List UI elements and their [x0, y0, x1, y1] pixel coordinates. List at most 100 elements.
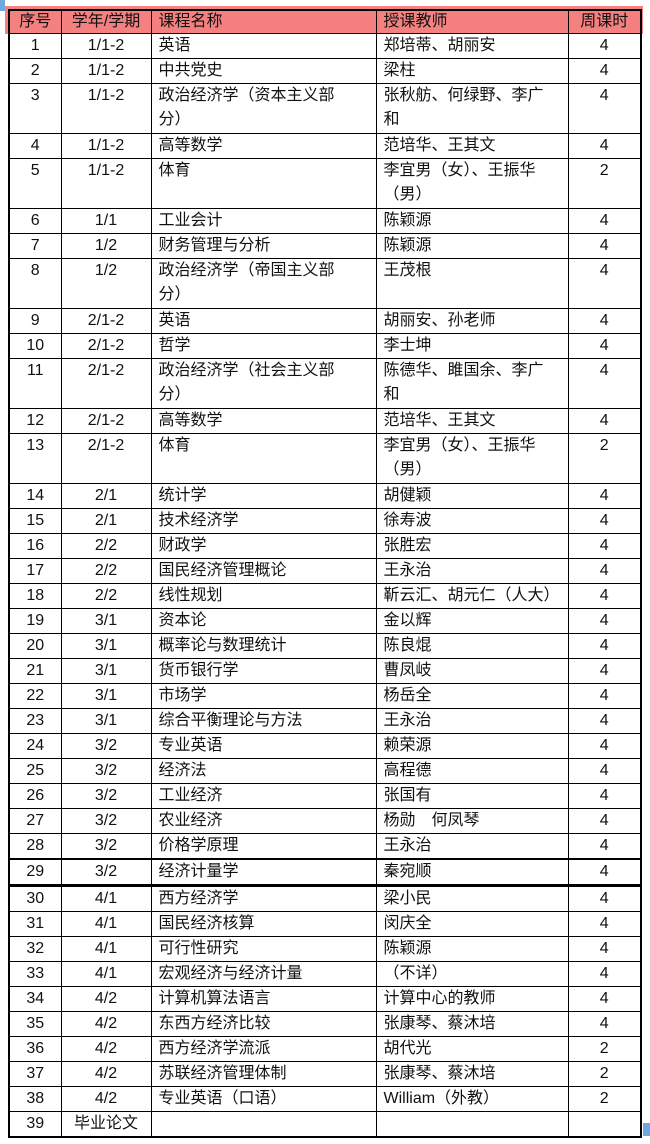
cell-term: 4/2 — [60, 1011, 152, 1037]
cell-teacher: 张康琴、蔡沐培 — [375, 1061, 569, 1087]
cell-teacher: 赖荣源 — [375, 733, 569, 759]
table-row: 16 2/2 财政学 张胜宏 4 — [8, 533, 642, 559]
table-row: 38 4/2 专业英语（口语） William（外教） 2 — [8, 1086, 642, 1112]
cell-course: 货币银行学 — [150, 658, 377, 684]
cell-hours: 4 — [567, 858, 642, 887]
table-row: 26 3/2 工业经济 张国有 4 — [8, 783, 642, 809]
cell-seq: 25 — [8, 758, 62, 784]
cell-teacher: 秦宛顺 — [375, 858, 569, 887]
cell-teacher: 胡健颖 — [375, 483, 569, 509]
selection-handle-top-left[interactable] — [0, 0, 5, 11]
cell-hours: 4 — [567, 583, 642, 609]
cell-term: 4/1 — [60, 936, 152, 962]
cell-teacher: （不详） — [375, 961, 569, 987]
cell-term: 3/1 — [60, 608, 152, 634]
cell-term: 3/2 — [60, 833, 152, 860]
cell-teacher: 梁柱 — [375, 58, 569, 84]
cell-term: 1/1-2 — [60, 158, 152, 209]
cell-term: 4/1 — [60, 961, 152, 987]
cell-course: 经济计量学 — [150, 858, 377, 887]
cell-teacher: 靳云汇、胡元仁（人大） — [375, 583, 569, 609]
cell-hours: 4 — [567, 508, 642, 534]
cell-term: 4/2 — [60, 1086, 152, 1112]
table-row: 29 3/2 经济计量学 秦宛顺 4 — [8, 858, 642, 887]
table-row: 19 3/1 资本论 金以辉 4 — [8, 608, 642, 634]
cell-course: 概率论与数理统计 — [150, 633, 377, 659]
cell-seq: 4 — [8, 133, 62, 159]
cell-seq: 18 — [8, 583, 62, 609]
cell-teacher: 计算中心的教师 — [375, 986, 569, 1012]
cell-course: 西方经济学流派 — [150, 1036, 377, 1062]
cell-teacher: 陈颖源 — [375, 936, 569, 962]
cell-seq: 9 — [8, 308, 62, 334]
table-row: 34 4/2 计算机算法语言 计算中心的教师 4 — [8, 986, 642, 1012]
cell-term: 1/2 — [60, 233, 152, 259]
cell-hours: 4 — [567, 33, 642, 59]
cell-seq: 36 — [8, 1036, 62, 1062]
column-header-seq: 序号 — [8, 9, 62, 34]
cell-term: 2/1 — [60, 483, 152, 509]
cell-term: 毕业论文 — [60, 1111, 152, 1138]
cell-teacher: 李宜男（女）、王振华 （男） — [375, 433, 569, 484]
cell-seq: 3 — [8, 83, 62, 134]
table-row: 15 2/1 技术经济学 徐寿波 4 — [8, 508, 642, 534]
cell-course: 宏观经济与经济计量 — [150, 961, 377, 987]
cell-term: 3/2 — [60, 758, 152, 784]
cell-course: 市场学 — [150, 683, 377, 709]
cell-hours: 4 — [567, 1011, 642, 1037]
cell-course: 西方经济学 — [150, 885, 377, 912]
cell-seq: 16 — [8, 533, 62, 559]
cell-seq: 21 — [8, 658, 62, 684]
cell-teacher: 陈颖源 — [375, 208, 569, 234]
cell-course: 经济法 — [150, 758, 377, 784]
cell-seq: 23 — [8, 708, 62, 734]
cell-teacher: 张秋舫、何绿野、李广 和 — [375, 83, 569, 134]
cell-term: 1/1 — [60, 208, 152, 234]
cell-hours: 4 — [567, 258, 642, 309]
cell-course: 专业英语 — [150, 733, 377, 759]
cell-term: 3/2 — [60, 783, 152, 809]
cell-teacher: 胡代光 — [375, 1036, 569, 1062]
cell-teacher: 郑培蒂、胡丽安 — [375, 33, 569, 59]
cell-seq: 30 — [8, 885, 62, 912]
cell-term: 1/1-2 — [60, 83, 152, 134]
cell-term: 3/2 — [60, 808, 152, 834]
cell-hours: 4 — [567, 408, 642, 434]
cell-term: 2/1-2 — [60, 408, 152, 434]
cell-course: 统计学 — [150, 483, 377, 509]
cell-hours: 2 — [567, 1086, 642, 1112]
cell-teacher: 陈良焜 — [375, 633, 569, 659]
cell-course: 中共党史 — [150, 58, 377, 84]
cell-seq: 22 — [8, 683, 62, 709]
cell-seq: 2 — [8, 58, 62, 84]
table-row: 8 1/2 政治经济学（帝国主义部 分） 王茂根 4 — [8, 258, 642, 309]
cell-hours: 4 — [567, 58, 642, 84]
cell-term: 4/1 — [60, 911, 152, 937]
cell-teacher: 闵庆全 — [375, 911, 569, 937]
cell-course: 财政学 — [150, 533, 377, 559]
cell-course: 政治经济学（资本主义部 分） — [150, 83, 377, 134]
cell-course — [150, 1111, 377, 1138]
selection-handle-bottom-right[interactable] — [643, 1123, 650, 1136]
cell-hours: 4 — [567, 986, 642, 1012]
cell-teacher: 陈颖源 — [375, 233, 569, 259]
cell-course: 国民经济核算 — [150, 911, 377, 937]
cell-seq: 31 — [8, 911, 62, 937]
cell-teacher: 杨勋 何凤琴 — [375, 808, 569, 834]
cell-course: 体育 — [150, 158, 377, 209]
table-row: 39 毕业论文 — [8, 1111, 642, 1138]
cell-course: 可行性研究 — [150, 936, 377, 962]
cell-seq: 17 — [8, 558, 62, 584]
cell-term: 3/1 — [60, 658, 152, 684]
table-row: 30 4/1 西方经济学 梁小民 4 — [8, 885, 642, 912]
cell-term: 2/2 — [60, 558, 152, 584]
cell-hours: 4 — [567, 885, 642, 912]
cell-hours: 4 — [567, 333, 642, 359]
table-row: 14 2/1 统计学 胡健颖 4 — [8, 483, 642, 509]
cell-hours — [567, 1111, 642, 1138]
cell-hours: 2 — [567, 433, 642, 484]
cell-hours: 4 — [567, 808, 642, 834]
cell-hours: 4 — [567, 483, 642, 509]
cell-hours: 4 — [567, 358, 642, 409]
